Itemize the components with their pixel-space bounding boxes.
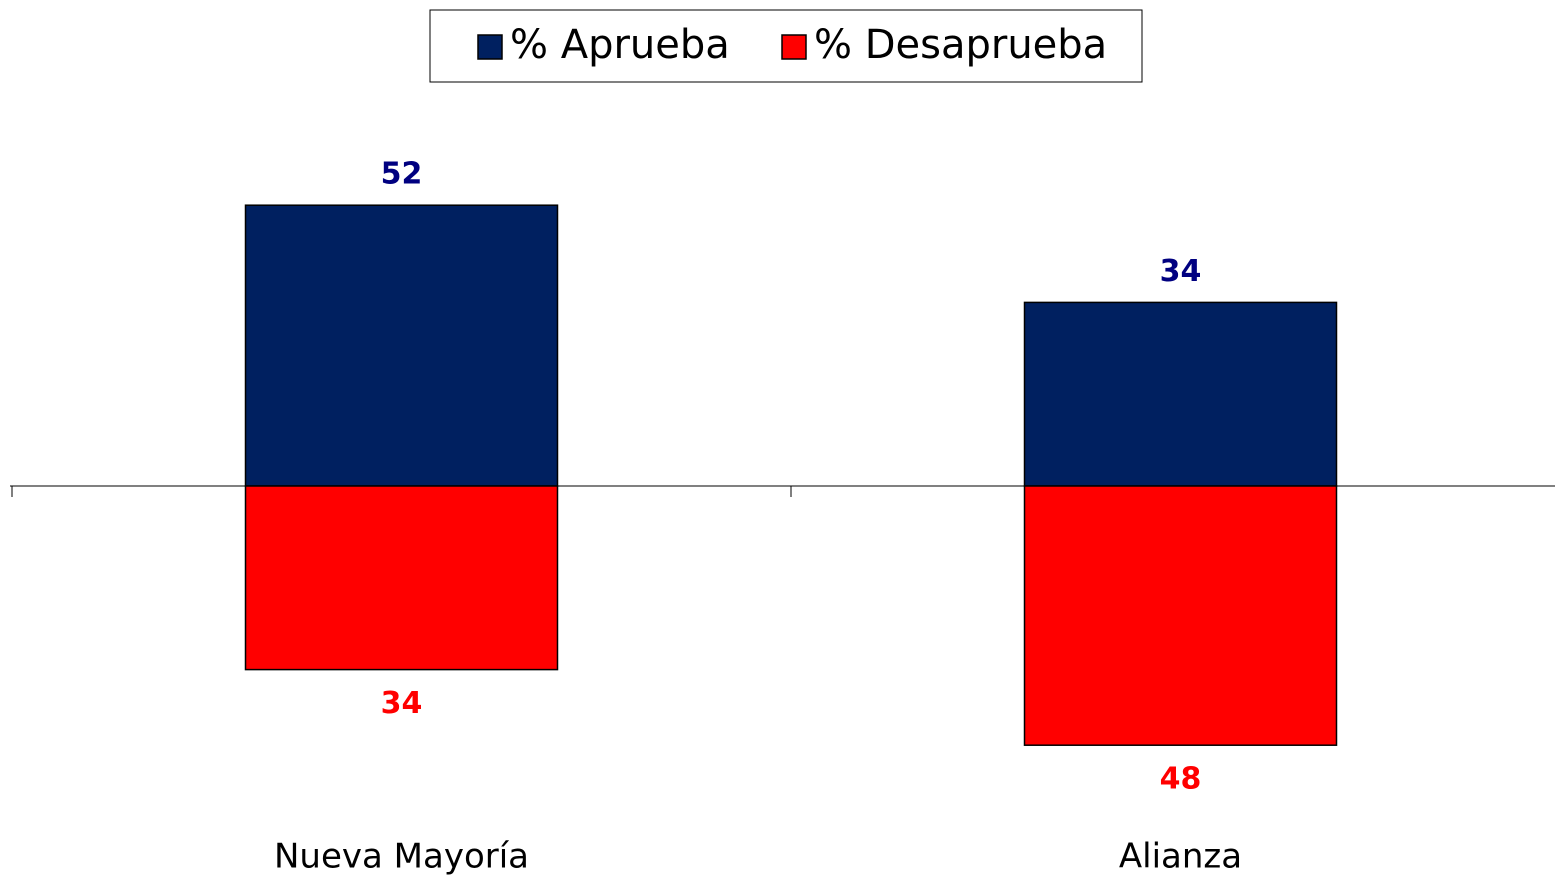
x-tick-label: Nueva Mayoría <box>274 837 529 877</box>
legend-swatch <box>781 34 807 60</box>
bar <box>244 204 559 487</box>
value-label: 34 <box>1160 254 1202 289</box>
legend-swatch <box>477 34 503 60</box>
x-tick-label: Alianza <box>1119 837 1242 877</box>
value-label: 52 <box>381 157 423 192</box>
value-label: 34 <box>381 686 423 721</box>
value-label: 48 <box>1160 762 1202 797</box>
legend-label: % Desaprueba <box>814 22 1107 68</box>
legend-label: % Aprueba <box>510 22 730 68</box>
bar <box>1023 301 1338 487</box>
bar <box>244 485 559 671</box>
bar <box>1023 485 1338 746</box>
